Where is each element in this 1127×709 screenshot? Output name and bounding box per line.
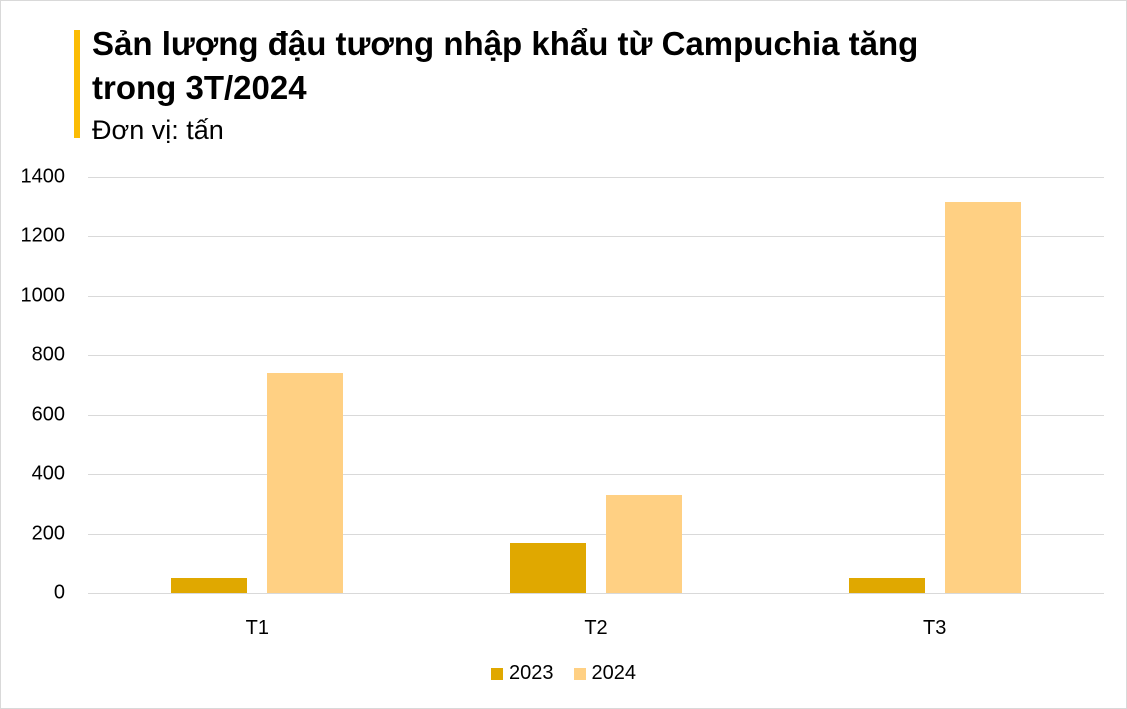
legend-swatch-2024 bbox=[573, 667, 586, 680]
legend-label: 2023 bbox=[509, 662, 554, 684]
y-tick-label: 1200 bbox=[20, 224, 66, 247]
title-accent-bar bbox=[74, 30, 80, 138]
chart-unit: Đơn vị: tấn bbox=[92, 115, 224, 145]
legend-item-2024: 2024 bbox=[573, 662, 637, 685]
bar-T1-2024 bbox=[267, 373, 344, 593]
gridline bbox=[88, 533, 1104, 535]
legend: 2023 2024 bbox=[0, 662, 1127, 685]
gridline bbox=[88, 355, 1104, 357]
gridline bbox=[88, 593, 1104, 594]
bar-T1-2023 bbox=[171, 578, 248, 593]
gridline bbox=[88, 414, 1104, 416]
x-tick-label: T3 bbox=[922, 617, 947, 639]
bar-T2-2023 bbox=[510, 543, 586, 593]
bar-T2-2024 bbox=[606, 494, 682, 593]
bar-T3-2024 bbox=[944, 201, 1021, 593]
y-tick-label: 200 bbox=[31, 522, 65, 545]
y-tick-label: 1000 bbox=[20, 284, 66, 307]
legend-item-2023: 2023 bbox=[491, 662, 554, 685]
y-tick-label: 1400 bbox=[20, 165, 66, 188]
x-tick-label: T1 bbox=[245, 617, 269, 639]
legend-swatch-2023 bbox=[491, 667, 503, 680]
gridline bbox=[88, 177, 1104, 178]
y-tick-label: 0 bbox=[53, 581, 65, 604]
gridline bbox=[88, 236, 1104, 238]
legend-label: 2024 bbox=[591, 662, 637, 684]
gridline bbox=[88, 295, 1104, 297]
gridline bbox=[88, 474, 1104, 476]
y-tick-label: 600 bbox=[31, 403, 65, 426]
x-tick-label: T2 bbox=[584, 617, 608, 639]
y-tick-label: 800 bbox=[31, 343, 65, 366]
chart-title: Sản lượng đậu tương nhập khẩu từ Campuch… bbox=[92, 25, 919, 106]
plot-area bbox=[88, 177, 1104, 594]
y-tick-label: 400 bbox=[31, 462, 65, 485]
bar-T3-2023 bbox=[848, 578, 925, 593]
